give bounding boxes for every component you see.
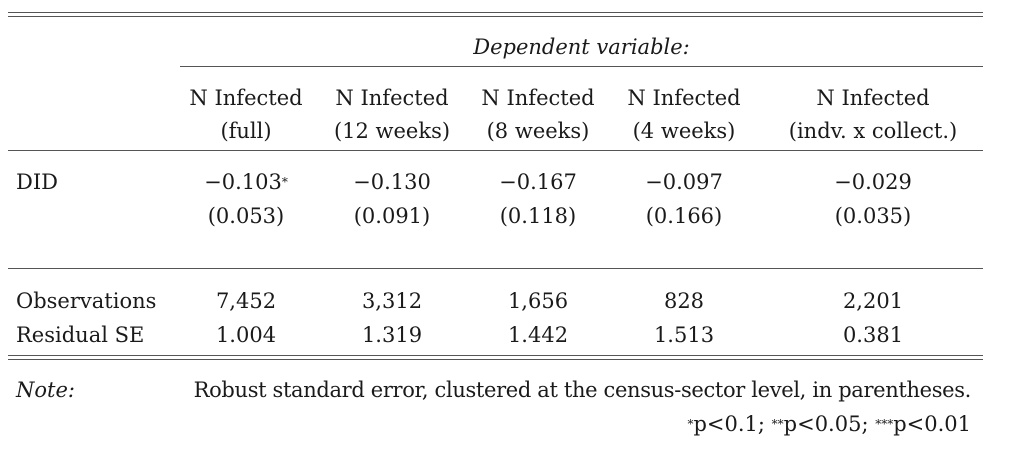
did-coef-4: −0.097 (618, 169, 750, 195)
residual-se-value-1: 1.004 (215, 323, 277, 347)
coef-value: −0.029 (834, 170, 912, 194)
observations-value-2: 3,312 (361, 289, 423, 313)
coef-value: −0.097 (645, 170, 723, 194)
legend-text: p<0.05; (783, 412, 876, 436)
did-se-5: (0.035) (834, 204, 912, 228)
residual-se-row-label: Residual SE (16, 323, 145, 347)
column-header-title: N Infected (189, 86, 303, 110)
legend-text: p<0.1; (693, 412, 772, 436)
column-header-title: N Infected (335, 86, 449, 110)
top-rule-second (8, 16, 983, 17)
column-header-2: N Infected (12 weeks) (326, 85, 458, 144)
did-coef-1: −0.103* (180, 169, 312, 195)
did-coef-5: −0.029 (763, 169, 983, 195)
column-header-subtitle: (full) (220, 119, 272, 143)
significance-legend: *p<0.1; **p<0.05; ***p<0.01 (687, 411, 971, 437)
column-header-subtitle: (12 weeks) (333, 119, 451, 143)
did-se-4: (0.166) (645, 204, 723, 228)
column-header-subtitle: (4 weeks) (632, 119, 736, 143)
column-header-5: N Infected (indv. x collect.) (763, 85, 983, 144)
residual-se-value-2: 1.319 (361, 323, 423, 347)
bottom-rule (8, 355, 983, 356)
coef-value: −0.167 (499, 170, 577, 194)
legend-text: p<0.01 (893, 412, 971, 436)
column-header-title: N Infected (627, 86, 741, 110)
column-header-title: N Infected (816, 86, 930, 110)
body-rule (8, 268, 983, 269)
did-se-1: (0.053) (207, 204, 285, 228)
column-header-4: N Infected (4 weeks) (618, 85, 750, 144)
residual-se-value-5: 0.381 (842, 323, 904, 347)
observations-value-5: 2,201 (842, 289, 904, 313)
note-text: Robust standard error, clustered at the … (193, 378, 972, 402)
did-row-label: DID (16, 170, 58, 194)
legend-stars: ** (771, 417, 784, 431)
significance-stars: * (281, 175, 288, 189)
residual-se-value-3: 1.442 (507, 323, 569, 347)
legend-stars: * (687, 417, 694, 431)
dependent-variable-caption: Dependent variable: (473, 35, 690, 59)
legend-stars: *** (875, 417, 894, 431)
observations-value-3: 1,656 (507, 289, 569, 313)
column-header-title: N Infected (481, 86, 595, 110)
note-label: Note: (16, 378, 75, 402)
header-rule (8, 150, 983, 151)
observations-value-4: 828 (663, 289, 705, 313)
did-coef-3: −0.167 (472, 169, 604, 195)
column-header-subtitle: (indv. x collect.) (788, 119, 958, 143)
coef-value: −0.130 (353, 170, 431, 194)
coef-value: −0.103 (204, 170, 282, 194)
column-header-subtitle: (8 weeks) (486, 119, 590, 143)
column-header-3: N Infected (8 weeks) (472, 85, 604, 144)
caption-rule (180, 66, 983, 67)
did-se-2: (0.091) (353, 204, 431, 228)
did-se-3: (0.118) (499, 204, 577, 228)
observations-row-label: Observations (16, 289, 157, 313)
observations-value-1: 7,452 (215, 289, 277, 313)
top-rule (8, 12, 983, 13)
did-coef-2: −0.130 (326, 169, 458, 195)
bottom-rule-second (8, 359, 983, 360)
column-header-1: N Infected (full) (180, 85, 312, 144)
residual-se-value-4: 1.513 (653, 323, 715, 347)
